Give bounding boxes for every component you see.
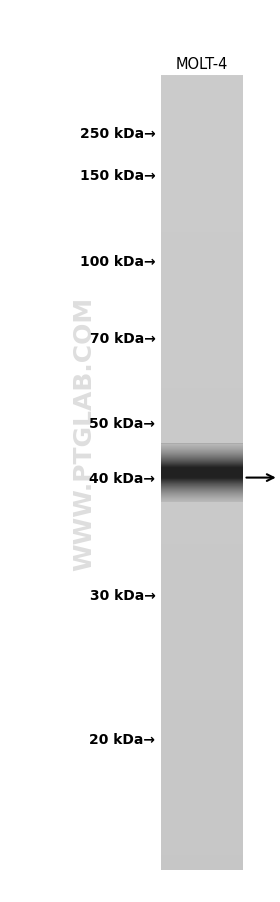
Text: 40 kDa→: 40 kDa→ <box>89 471 155 485</box>
Text: WWW.PTGLAB.COM: WWW.PTGLAB.COM <box>72 296 96 570</box>
Text: 50 kDa→: 50 kDa→ <box>89 417 155 431</box>
Text: 250 kDa→: 250 kDa→ <box>80 126 155 141</box>
Text: MOLT-4: MOLT-4 <box>175 57 228 72</box>
Text: 70 kDa→: 70 kDa→ <box>90 331 155 345</box>
Text: 30 kDa→: 30 kDa→ <box>90 588 155 603</box>
Text: 150 kDa→: 150 kDa→ <box>80 169 155 183</box>
Text: 20 kDa→: 20 kDa→ <box>89 732 155 747</box>
Text: 100 kDa→: 100 kDa→ <box>80 254 155 269</box>
